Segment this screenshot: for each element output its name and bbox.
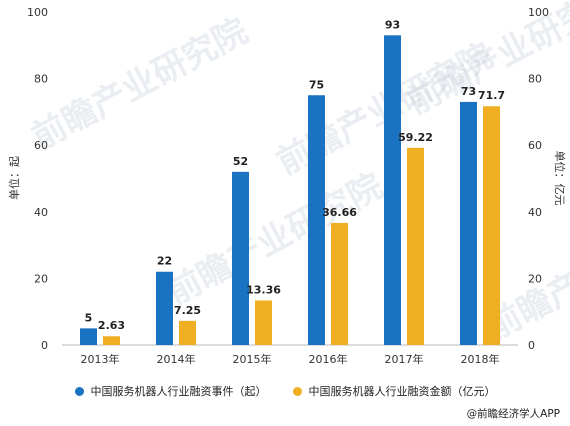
bar-events	[384, 35, 401, 346]
y-left-axis-title: 单位：起	[7, 156, 21, 200]
bar-amount	[483, 106, 500, 345]
y-left-tick-label: 0	[41, 339, 48, 352]
legend: 中国服务机器人行业融资事件（起） 中国服务机器人行业融资金额（亿元）	[0, 383, 570, 399]
bar-amount	[179, 320, 196, 345]
bar-events	[80, 328, 97, 345]
y-right-tick-label: 0	[528, 339, 535, 352]
legend-dot-events	[74, 386, 84, 396]
x-tick-label: 2013年	[81, 352, 120, 366]
legend-label-amount: 中国服务机器人行业融资金额（亿元）	[308, 385, 496, 398]
y-left-tick-label: 100	[27, 6, 48, 19]
axes: 0 20 40 60 80 100 0 20 40 60 80 100 单位：起 单位：亿元 2013年 20…	[7, 6, 567, 366]
y-right-tick-label: 100	[528, 6, 549, 19]
legend-item-events[interactable]: 中国服务机器人行业融资事件（起）	[74, 383, 267, 399]
bar-amount	[255, 300, 272, 345]
bar-events	[308, 95, 325, 345]
data-label-amount: 13.36	[246, 284, 281, 297]
y-right-tick-label: 40	[528, 206, 542, 219]
x-tick-label: 2017年	[385, 352, 424, 366]
x-tick-label: 2014年	[157, 352, 196, 366]
y-right-tick-label: 80	[528, 73, 542, 86]
bar-events	[460, 101, 477, 345]
data-label-amount: 2.63	[98, 319, 125, 332]
data-label-amount: 71.7	[478, 89, 505, 102]
legend-label-events: 中国服务机器人行业融资事件（起）	[90, 385, 267, 398]
y-left-tick-label: 80	[34, 73, 48, 86]
data-labels: 5 2.63 22 7.25 52 13.36 75 36.66 93 59.22 73 71.7	[85, 18, 505, 332]
y-right-axis-title: 单位：亿元	[553, 151, 567, 206]
y-right-tick-label: 20	[528, 272, 542, 285]
data-label-events: 5	[85, 311, 93, 324]
x-tick-label: 2015年	[233, 352, 272, 366]
y-left-tick-label: 20	[34, 272, 48, 285]
legend-dot-amount	[292, 386, 302, 396]
bar-amount	[331, 222, 348, 345]
bars	[80, 35, 500, 346]
data-label-events: 52	[233, 155, 248, 168]
data-label-events: 93	[385, 18, 400, 31]
data-label-events: 22	[157, 255, 172, 268]
legend-item-amount[interactable]: 中国服务机器人行业融资金额（亿元）	[292, 383, 496, 399]
bar-amount	[103, 336, 120, 345]
bar-events	[156, 271, 173, 345]
bar-events	[232, 171, 249, 345]
data-label-amount: 36.66	[322, 206, 357, 219]
y-left-tick-label: 60	[34, 139, 48, 152]
y-right-tick-label: 60	[528, 139, 542, 152]
y-left-tick-label: 40	[34, 206, 48, 219]
watermark-text: 前瞻产业研究院	[25, 11, 254, 158]
x-tick-label: 2018年	[461, 352, 500, 366]
data-label-amount: 7.25	[174, 304, 201, 317]
bar-amount	[407, 147, 424, 345]
data-label-events: 73	[461, 85, 476, 98]
x-tick-label: 2016年	[309, 352, 348, 366]
source-note: @前瞻经济学人APP	[466, 408, 560, 420]
data-label-amount: 59.22	[398, 131, 433, 144]
data-label-events: 75	[309, 78, 324, 91]
